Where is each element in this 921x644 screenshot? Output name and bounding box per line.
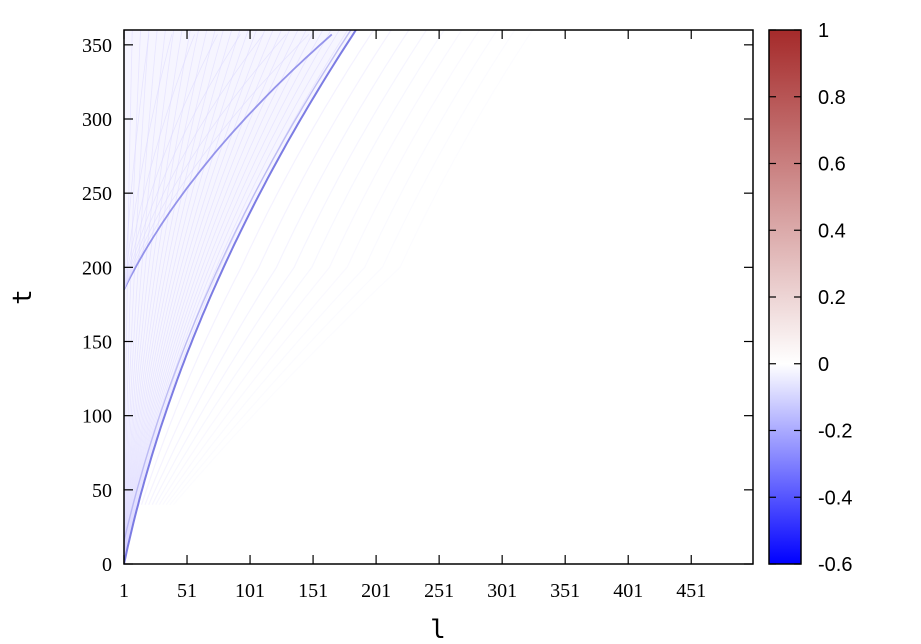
x-tick-label: 401 (613, 580, 643, 602)
colorbar-tick-label: -0.4 (818, 487, 852, 509)
main-front-line (124, 30, 357, 564)
x-tick-label: 51 (177, 580, 197, 602)
x-axis-ticks: 1 51 101 151 201 251 301 351 401 451 (119, 30, 706, 602)
ripple-line (158, 30, 463, 506)
fringe-line (124, 30, 233, 564)
second-fringe-line (124, 34, 195, 290)
second-fringe-line (124, 34, 241, 290)
ripple-line (151, 30, 428, 505)
x-tick-label: 101 (235, 580, 265, 602)
ripple-line (141, 30, 375, 505)
x-tick-label: 301 (487, 580, 517, 602)
ripple-line (144, 30, 392, 505)
y-tick-label: 350 (82, 35, 112, 57)
fringe-line (124, 30, 150, 564)
colorbar-tick-label: 0 (818, 354, 829, 376)
fringe-line (124, 30, 315, 564)
y-tick-label: 100 (82, 406, 112, 428)
x-tick-label: 151 (298, 580, 328, 602)
second-fringe-line (124, 34, 287, 290)
colorbar-ticks: 1 0.8 0.6 0.4 0.2 0 -0.2 -0.4 -0.6 (769, 20, 852, 576)
fringe-line (124, 30, 191, 564)
second-fringe-line (124, 34, 173, 290)
fringe-line (124, 30, 257, 564)
colorbar-tick-label: -0.2 (818, 421, 852, 443)
heatmap-cells (124, 30, 533, 564)
second-fringe-line (124, 34, 310, 290)
fringe-wedge (124, 30, 356, 564)
fringe-line (124, 30, 224, 564)
second-fringe-line (124, 34, 264, 290)
second-fringe-line (124, 34, 218, 290)
x-tick-label: 451 (676, 580, 706, 602)
colorbar-tick-label: 0.2 (818, 287, 846, 309)
x-tick-label: 1 (119, 580, 129, 602)
y-tick-label: 200 (82, 257, 112, 279)
fringe-line (124, 30, 332, 564)
fringe-line (124, 30, 274, 564)
fringe-line (124, 30, 324, 564)
colorbar-tick-label: 0.8 (818, 87, 846, 109)
fringe-line (124, 30, 183, 564)
y-tick-label: 150 (82, 332, 112, 354)
fringe-line (124, 30, 199, 564)
ripple-line (169, 30, 516, 506)
ripple-line (162, 30, 481, 506)
heatmap-area (124, 30, 753, 564)
colorbar-tick-label: 0.6 (818, 154, 846, 176)
colorbar-tick-label: -0.6 (818, 554, 852, 576)
ripple-line (148, 30, 410, 505)
y-axis-ticks: 0 50 100 150 200 250 300 350 (82, 35, 753, 576)
fringe-line (124, 30, 166, 564)
x-tick-label: 251 (424, 580, 454, 602)
y-axis-label: t (8, 289, 38, 305)
fringe-line (124, 30, 158, 564)
main-front-shadow (124, 30, 352, 545)
second-front-line (124, 33, 333, 291)
x-axis-label: l (430, 615, 446, 644)
second-fringe-line (124, 34, 150, 290)
fringe-line (124, 30, 340, 564)
y-tick-label: 250 (82, 183, 112, 205)
y-tick-label: 0 (102, 554, 112, 576)
colorbar: 1 0.8 0.6 0.4 0.2 0 -0.2 -0.4 -0.6 (768, 20, 852, 576)
ripple-line (172, 30, 533, 506)
y-tick-label: 300 (82, 109, 112, 131)
fringe-line (124, 30, 291, 564)
fringe-line (124, 30, 175, 564)
fringe-line (124, 30, 141, 564)
ripple-line (155, 30, 445, 505)
fringe-line (124, 30, 208, 564)
x-tick-label: 351 (550, 580, 580, 602)
y-tick-label: 50 (92, 480, 112, 502)
colorbar-tick-label: 1 (818, 20, 829, 42)
x-tick-label: 201 (361, 580, 391, 602)
ripple-line (165, 30, 498, 506)
colorbar-tick-label: 0.4 (818, 220, 846, 242)
plot-frame (123, 29, 754, 565)
fringe-line (124, 30, 241, 564)
fringe-line (124, 30, 216, 564)
